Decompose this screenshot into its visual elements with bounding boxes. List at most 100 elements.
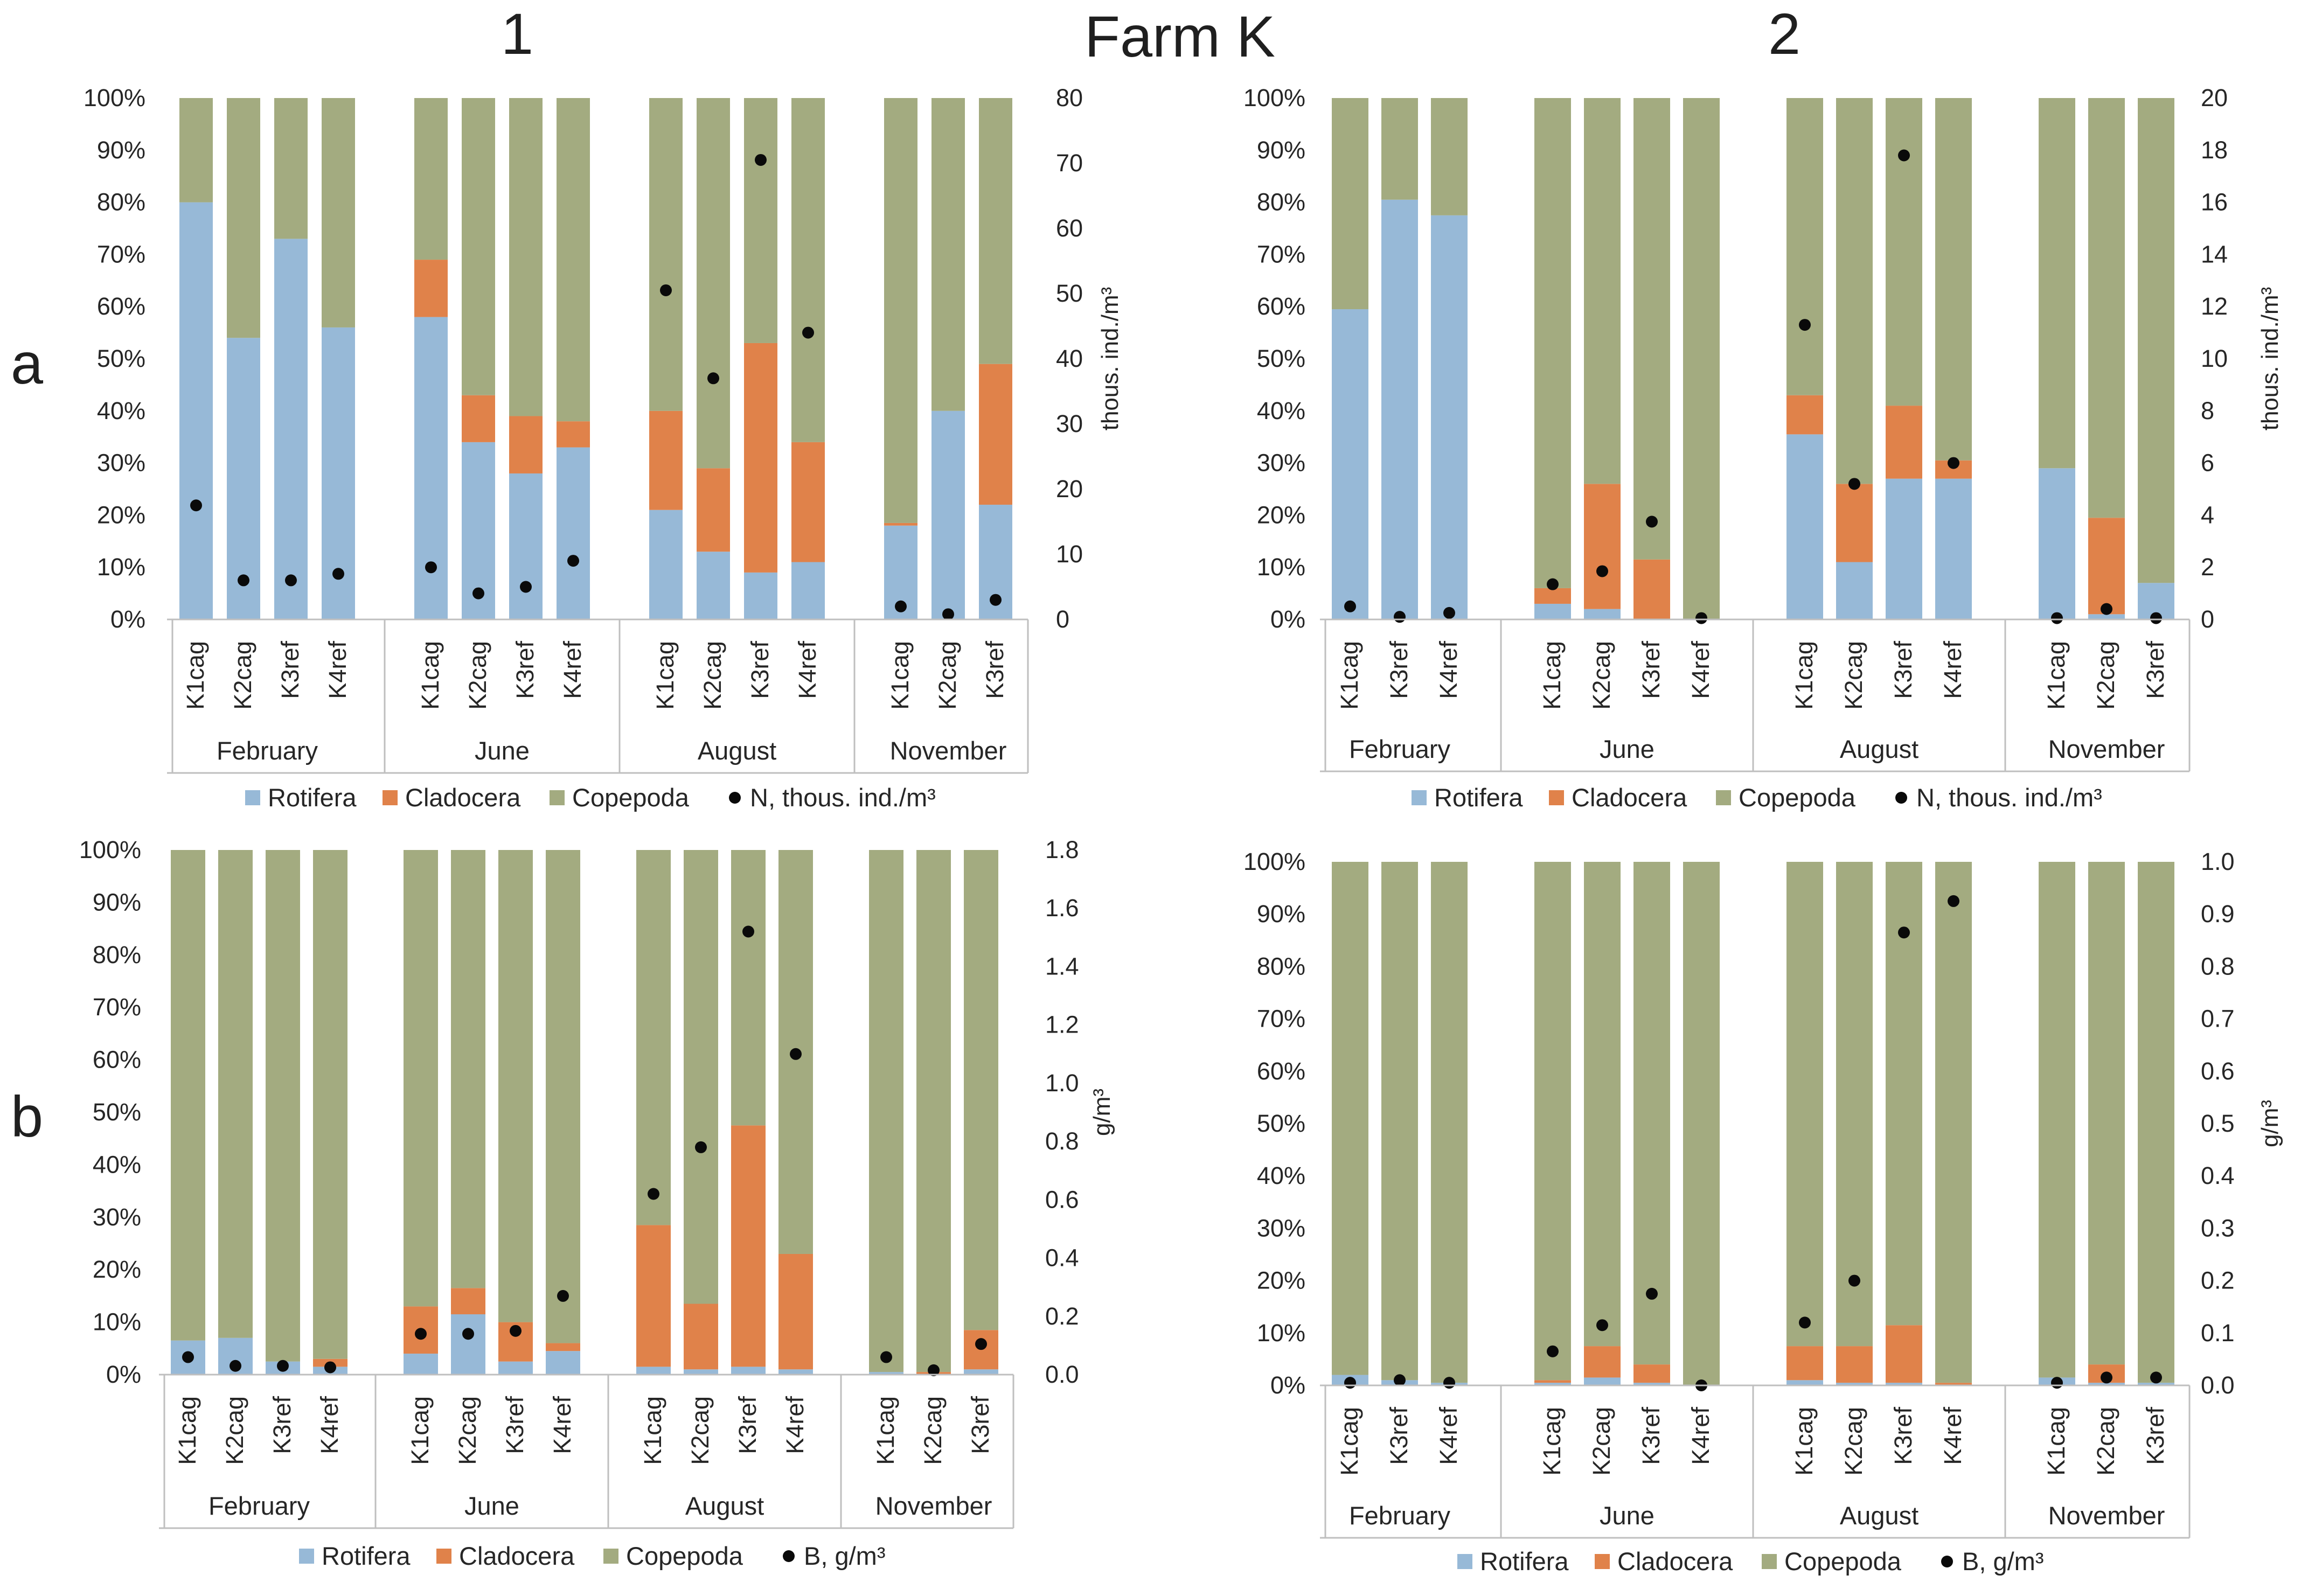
y-tick-label: 80%	[1257, 189, 1305, 216]
y2-tick-label: 16	[2201, 189, 2228, 216]
bar-copepoda	[2039, 862, 2075, 1378]
point-b-g-m	[1344, 1377, 1356, 1389]
category-label: K2cag	[1588, 1407, 1615, 1476]
category-label: K1cag	[872, 1396, 899, 1465]
point-n-thous-ind-m	[1848, 478, 1860, 490]
category-label: K3ref	[967, 1396, 994, 1454]
bar-copepoda	[451, 850, 485, 1288]
category-label: K4ref	[1435, 641, 1462, 699]
bar-cladocera	[1584, 1346, 1621, 1378]
category-label: K2cag	[699, 641, 726, 710]
y-tick-label: 30%	[1257, 1214, 1305, 1242]
bar-cladocera	[462, 395, 495, 442]
category-label: K4ref	[324, 641, 351, 699]
bar-copepoda	[546, 850, 580, 1343]
bar-cladocera	[546, 1343, 580, 1351]
y2-tick-label: 70	[1056, 149, 1083, 177]
point-b-g-m	[975, 1338, 987, 1350]
y2-tick-label: 1.6	[1045, 894, 1079, 922]
bar-cladocera	[1584, 484, 1621, 609]
y-tick-label: 40%	[93, 1151, 141, 1178]
y2-tick-label: 0.4	[1045, 1244, 1079, 1272]
y2-tick-label: 0.0	[2201, 1371, 2235, 1399]
y2-tick-label: 20	[1056, 475, 1083, 503]
point-n-thous-ind-m	[2150, 612, 2162, 624]
category-label: K4ref	[1687, 641, 1714, 699]
y-tick-label: 0%	[1270, 1371, 1305, 1399]
category-label: K3ref	[511, 641, 539, 699]
category-label: K4ref	[794, 641, 821, 699]
bar-rotifera	[791, 562, 825, 619]
column-label-2: 2	[1768, 1, 1801, 66]
point-b-g-m	[742, 925, 754, 938]
bar-copepoda	[266, 850, 300, 1362]
point-n-thous-ind-m	[1394, 611, 1406, 623]
category-label: K3ref	[2142, 1407, 2169, 1465]
group-label-november: November	[2048, 1501, 2165, 1530]
point-b-g-m	[1547, 1345, 1559, 1357]
y2-tick-label: 4	[2201, 501, 2214, 528]
y-tick-label: 40%	[1257, 1162, 1305, 1189]
category-label: K1cag	[1790, 641, 1818, 710]
y2-tick-label: 0.6	[1045, 1186, 1079, 1213]
y2-tick-label: 0.8	[1045, 1127, 1079, 1155]
category-label: K1cag	[182, 641, 209, 710]
category-label: K3ref	[1889, 1407, 1917, 1465]
legend-swatch-copepoda	[1716, 790, 1731, 805]
y-tick-label: 70%	[1257, 240, 1305, 268]
bar-rotifera	[744, 572, 777, 619]
bar-cladocera	[697, 468, 730, 552]
point-n-thous-ind-m	[567, 555, 579, 567]
y2-tick-label: 30	[1056, 410, 1083, 437]
y-tick-label: 50%	[1257, 345, 1305, 372]
legend-swatch-rotifera	[299, 1549, 314, 1564]
bar-copepoda	[869, 850, 903, 1372]
bar-rotifera	[509, 473, 543, 619]
y2-tick-label: 1.8	[1045, 836, 1079, 863]
legend-swatch-cladocera	[436, 1549, 451, 1564]
y-tick-label: 30%	[97, 449, 145, 477]
y2-tick-label: 40	[1056, 345, 1083, 372]
legend-label: Cladocera	[1572, 783, 1687, 812]
bar-copepoda	[791, 98, 825, 442]
point-b-g-m	[790, 1048, 802, 1060]
bar-copepoda	[1836, 862, 1873, 1347]
point-b-g-m	[324, 1361, 336, 1374]
bar-copepoda	[509, 98, 543, 416]
category-label: K3ref	[734, 1396, 761, 1454]
chart-b2: 0% 10% 20% 30% 40% 50% 60% 70% 80% 90% 100% 0.0 0.1 0…	[1243, 848, 2283, 1576]
legend-swatch-rotifera	[245, 790, 260, 805]
point-b-g-m	[415, 1328, 427, 1340]
category-label: K3ref	[268, 1396, 296, 1454]
y2-tick-label: 0.5	[2201, 1110, 2235, 1137]
bar-copepoda	[1584, 98, 1621, 484]
y-tick-label: 0%	[106, 1361, 141, 1388]
point-n-thous-ind-m	[755, 154, 767, 166]
group-label-august: August	[1840, 735, 1918, 763]
category-label: K2cag	[1840, 641, 1867, 710]
group-label-june: June	[1600, 1501, 1655, 1530]
bar-copepoda	[1683, 862, 1720, 1385]
bar-copepoda	[322, 98, 355, 327]
y2-tick-label: 0.4	[2201, 1162, 2235, 1189]
point-n-thous-ind-m	[285, 574, 297, 587]
y2-tick-label: 50	[1056, 280, 1083, 307]
point-n-thous-ind-m	[660, 284, 672, 296]
bar-copepoda	[1633, 862, 1670, 1365]
bar-cladocera	[649, 410, 683, 510]
bar-rotifera	[931, 410, 965, 619]
bar-cladocera	[731, 1125, 766, 1367]
point-b-g-m	[462, 1328, 474, 1340]
row-label-a: a	[11, 331, 44, 396]
legend-label: Cladocera	[405, 783, 521, 812]
y-tick-label: 20%	[93, 1256, 141, 1283]
y-tick-label: 0%	[1270, 605, 1305, 633]
point-n-thous-ind-m	[332, 568, 344, 580]
chart-a1: 0% 10% 20% 30% 40% 50% 60% 70% 80% 90% 100% 0 10 20 30…	[84, 84, 1123, 812]
bar-cladocera	[791, 442, 825, 562]
category-label: K4ref	[316, 1396, 343, 1454]
y2-tick-label: 0.7	[2201, 1005, 2235, 1033]
bar-copepoda	[931, 98, 965, 411]
point-b-g-m	[2150, 1371, 2162, 1384]
bar-copepoda	[1683, 98, 1720, 619]
